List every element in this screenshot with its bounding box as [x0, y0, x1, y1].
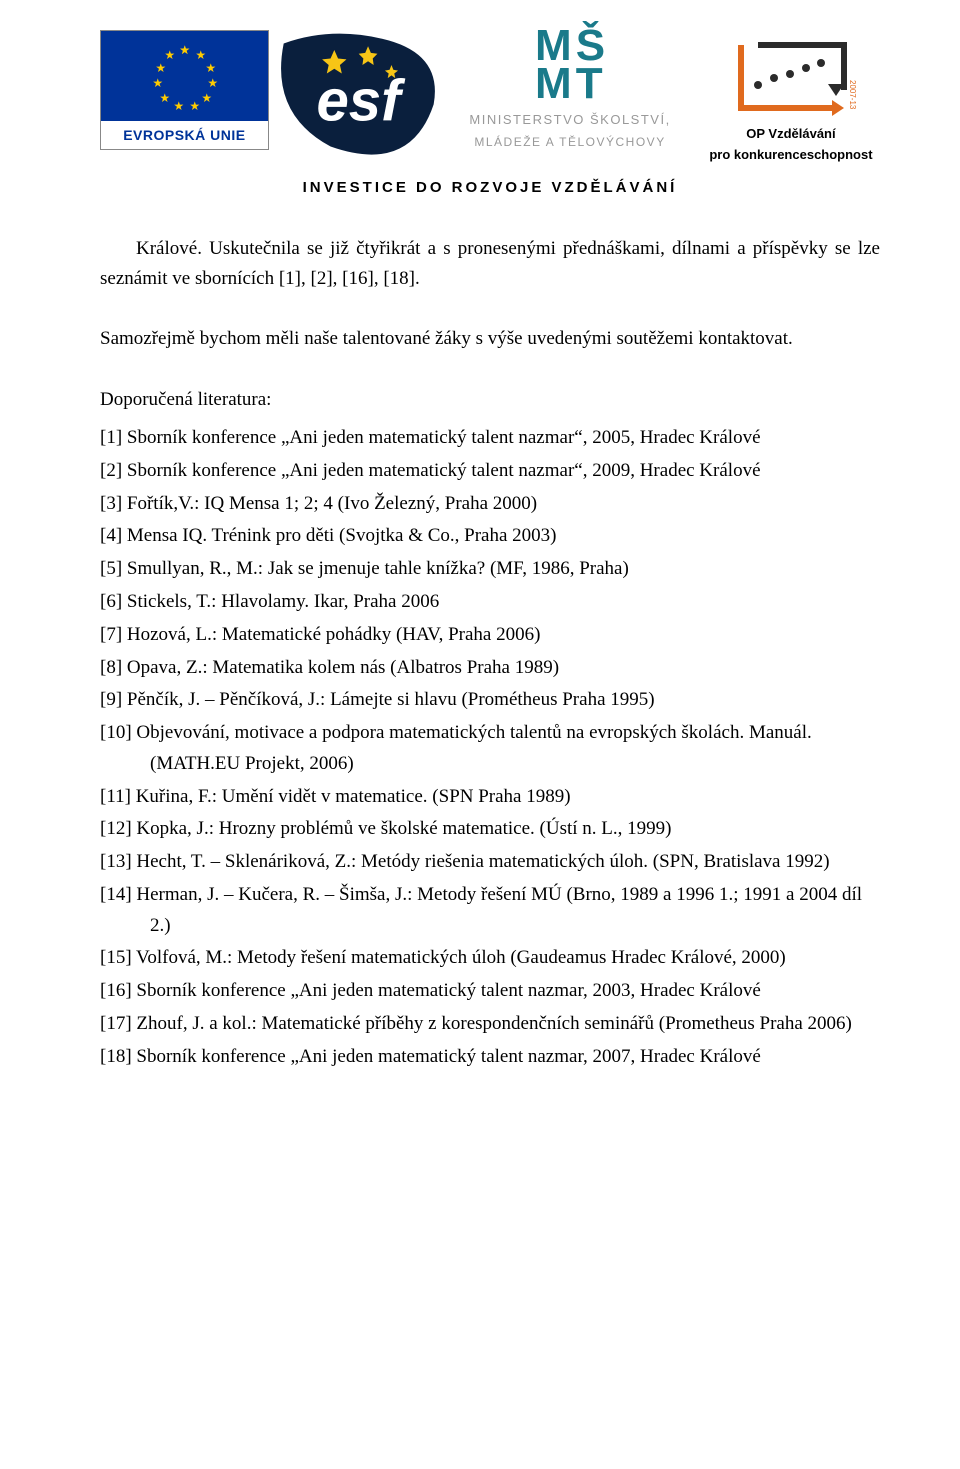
- svg-text:2007-13: 2007-13: [848, 80, 856, 110]
- reference-item: [11] Kuřina, F.: Umění vidět v matematic…: [100, 782, 880, 813]
- msmt-line2: MLÁDEŽE A TĚLOVÝCHOVY: [474, 133, 665, 152]
- reference-item: [1] Sborník konference „Ani jeden matema…: [100, 423, 880, 454]
- reference-item: [12] Kopka, J.: Hrozny problémů ve škols…: [100, 814, 880, 845]
- msmt-line1: MINISTERSTVO ŠKOLSTVÍ,: [469, 110, 670, 131]
- reference-item: [3] Fořtík,V.: IQ Mensa 1; 2; 4 (Ivo Žel…: [100, 489, 880, 520]
- eu-flag-icon: ★ ★ ★ ★ ★ ★ ★ ★ ★ ★ ★ ★: [101, 31, 268, 121]
- header-logo-row: ★ ★ ★ ★ ★ ★ ★ ★ ★ ★ ★ ★ EVROPSKÁ UNIE: [100, 30, 880, 166]
- reference-item: [7] Hozová, L.: Matematické pohádky (HAV…: [100, 620, 880, 651]
- reference-item: [8] Opava, Z.: Matematika kolem nás (Alb…: [100, 653, 880, 684]
- svg-text:esf: esf: [316, 68, 406, 133]
- reference-item: [4] Mensa IQ. Trénink pro děti (Svojtka …: [100, 521, 880, 552]
- reference-item: [16] Sborník konference „Ani jeden matem…: [100, 976, 880, 1007]
- eu-label: EVROPSKÁ UNIE: [101, 121, 268, 149]
- reference-item: [14] Herman, J. – Kučera, R. – Šimša, J.…: [100, 880, 880, 942]
- esf-logo: esf: [279, 30, 438, 160]
- references-list: [1] Sborník konference „Ani jeden matema…: [100, 423, 880, 1072]
- reference-item: [18] Sborník konference „Ani jeden matem…: [100, 1042, 880, 1073]
- op-line1: OP Vzdělávání: [746, 124, 835, 145]
- paragraph-2: Samozřejmě bychom měli naše talentované …: [100, 324, 880, 354]
- msmt-logo: M M Š T MINISTERSTVO ŠKOLSTVÍ, MLÁDEŽE A…: [448, 30, 692, 152]
- msmt-icon: M M Š T: [535, 30, 605, 102]
- eu-logo: ★ ★ ★ ★ ★ ★ ★ ★ ★ ★ ★ ★ EVROPSKÁ UNIE: [100, 30, 269, 150]
- reference-item: [15] Volfová, M.: Metody řešení matemati…: [100, 943, 880, 974]
- reference-item: [2] Sborník konference „Ani jeden matema…: [100, 456, 880, 487]
- document-page: ★ ★ ★ ★ ★ ★ ★ ★ ★ ★ ★ ★ EVROPSKÁ UNIE: [0, 0, 960, 1124]
- references-title: Doporučená literatura:: [100, 385, 880, 415]
- reference-item: [10] Objevování, motivace a podpora mate…: [100, 718, 880, 780]
- reference-item: [17] Zhouf, J. a kol.: Matematické příbě…: [100, 1009, 880, 1040]
- reference-item: [13] Hecht, T. – Sklenáriková, Z.: Metód…: [100, 847, 880, 878]
- paragraph-1: Králové. Uskutečnila se již čtyřikrát a …: [100, 234, 880, 295]
- op-graphic-icon: 2007-13: [726, 30, 856, 120]
- header-tagline: INVESTICE DO ROZVOJE VZDĚLÁVÁNÍ: [100, 176, 880, 200]
- reference-item: [6] Stickels, T.: Hlavolamy. Ikar, Praha…: [100, 587, 880, 618]
- reference-item: [9] Pěnčík, J. – Pěnčíková, J.: Lámejte …: [100, 685, 880, 716]
- op-logo: 2007-13 OP Vzdělávání pro konkurencescho…: [702, 30, 880, 166]
- esf-icon: esf: [279, 30, 438, 160]
- reference-item: [5] Smullyan, R., M.: Jak se jmenuje tah…: [100, 554, 880, 585]
- op-line2: pro konkurenceschopnost: [709, 145, 872, 166]
